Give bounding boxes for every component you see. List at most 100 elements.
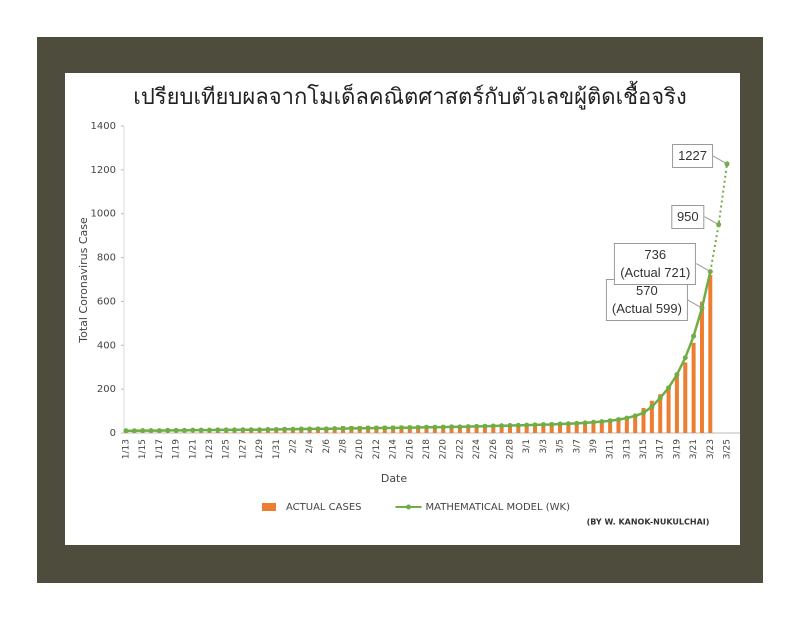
model-point [590, 419, 596, 425]
model-point [532, 422, 538, 428]
model-point [582, 420, 588, 426]
data-label: 1227 [672, 143, 713, 168]
model-point [181, 427, 187, 433]
model-point [624, 415, 630, 421]
model-point [691, 333, 697, 339]
model-point [440, 424, 446, 430]
bar [215, 431, 220, 433]
y-tick-label: 800 [97, 253, 116, 264]
x-tick-label: 1/13 [122, 439, 132, 459]
y-tick-label: 1200 [91, 165, 116, 176]
x-tick-label: 2/6 [322, 439, 332, 454]
legend-swatch [262, 503, 276, 511]
x-tick-label: 1/21 [188, 439, 198, 459]
model-point [641, 410, 647, 416]
model-point [165, 427, 171, 433]
model-point [357, 425, 363, 431]
x-tick-label: 3/15 [639, 439, 649, 459]
x-tick-label: 2/20 [439, 439, 449, 459]
model-point [257, 427, 263, 433]
x-tick-label: 3/1 [522, 439, 532, 453]
x-tick-label: 2/22 [455, 439, 465, 459]
y-tick-label: 400 [97, 340, 116, 351]
bar [649, 400, 654, 433]
chart-title: เปรียบเทียบผลจากโมเด็ลคณิตศาสตร์กับตัวเล… [133, 81, 686, 110]
label-connector [687, 299, 703, 309]
bar [558, 422, 563, 433]
bar [516, 423, 521, 433]
x-tick-label: 3/25 [723, 439, 733, 459]
bar [666, 386, 671, 433]
bar [591, 422, 596, 433]
x-tick-label: 3/17 [656, 439, 666, 459]
data-label: 950 [670, 204, 705, 229]
model-point [515, 422, 521, 428]
credit: (BY W. KANOK-NUKULCHAI) [587, 518, 710, 527]
x-tick-label: 2/16 [405, 439, 415, 459]
model-point [657, 395, 663, 401]
model-point [190, 427, 196, 433]
model-point [382, 425, 388, 431]
bar [541, 423, 546, 433]
model-point [424, 424, 429, 430]
label-connector [712, 155, 728, 165]
model-point [156, 428, 162, 434]
bar [633, 415, 638, 433]
model-point [398, 425, 404, 431]
x-tick-label: 3/3 [539, 439, 549, 453]
model-point [557, 421, 563, 427]
y-tick-label: 200 [97, 384, 116, 395]
x-tick-label: 2/10 [355, 439, 365, 459]
model-point [499, 423, 505, 429]
model-point [290, 426, 296, 432]
x-tick-label: 3/13 [622, 439, 632, 459]
y-axis-label: Total Coronavirus Case [77, 217, 90, 344]
model-point [240, 427, 246, 433]
x-tick-label: 1/17 [155, 439, 165, 459]
bar [699, 301, 704, 433]
model-point [432, 424, 438, 430]
x-tick-label: 3/21 [689, 439, 699, 459]
y-tick-label: 1400 [91, 121, 116, 132]
label-connector [704, 216, 719, 226]
model-point [323, 426, 329, 432]
model-point [649, 404, 655, 410]
x-tick-label: 1/31 [272, 439, 282, 459]
model-point [131, 428, 137, 434]
model-point [507, 423, 513, 429]
model-point [474, 423, 480, 429]
model-point [615, 417, 621, 423]
bar [491, 424, 496, 433]
model-point [607, 418, 613, 424]
model-point [298, 426, 304, 432]
x-tick-label: 1/15 [138, 439, 148, 459]
model-point [666, 385, 672, 391]
bar [482, 424, 487, 433]
bar [641, 408, 646, 433]
model-point [282, 426, 288, 432]
bar [683, 362, 688, 433]
data-label: 570 (Actual 599) [605, 279, 688, 321]
model-point [307, 426, 313, 432]
model-point [215, 427, 221, 433]
model-point [674, 372, 680, 378]
x-tick-label: 2/12 [372, 439, 382, 459]
x-tick-label: 1/29 [255, 439, 265, 459]
model-point [140, 428, 146, 434]
x-tick-label: 2/4 [305, 439, 315, 454]
model-point [565, 421, 571, 427]
model-point [632, 413, 638, 419]
x-axis-label: Date [381, 472, 408, 485]
x-tick-label: 2/24 [472, 439, 482, 459]
model-point [232, 427, 238, 433]
bar [708, 274, 713, 433]
model-point [223, 427, 229, 433]
model-point [265, 426, 271, 432]
label-connector [696, 263, 711, 273]
bar [658, 394, 663, 433]
bar [533, 423, 538, 433]
model-point [490, 423, 496, 429]
bar [608, 420, 613, 433]
x-tick-label: 1/25 [222, 439, 232, 459]
x-tick-label: 1/19 [172, 439, 182, 459]
